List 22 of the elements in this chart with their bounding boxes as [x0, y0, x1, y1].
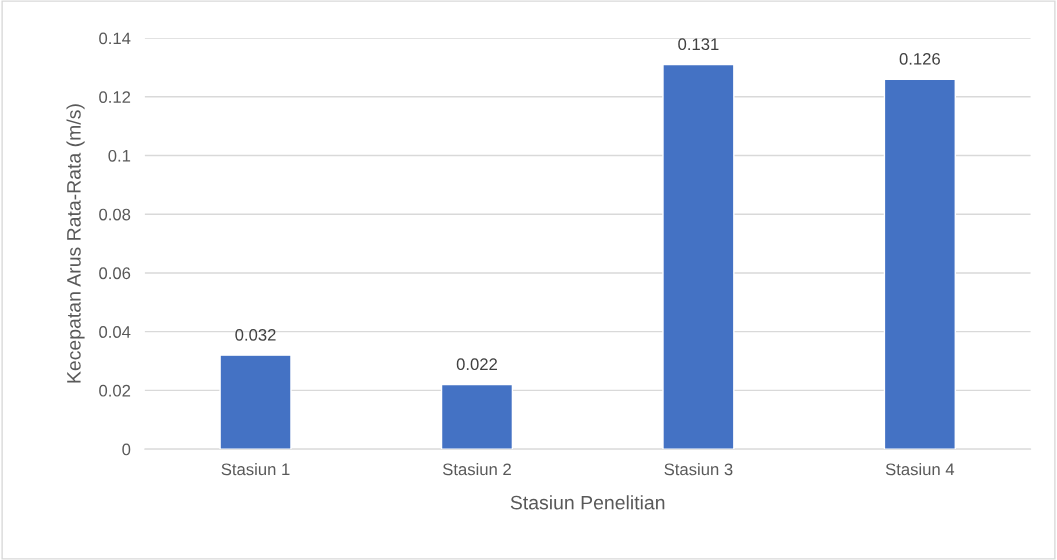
y-tick-label: 0.02	[99, 384, 131, 397]
y-axis-title: Kecepatan Arus Rata-Rata (m/s)	[66, 104, 85, 383]
bar	[219, 354, 292, 450]
bar	[662, 63, 735, 450]
y-tick-label: 0.04	[99, 326, 131, 338]
data-label: 0.131	[678, 38, 719, 51]
x-tick-label: Stasiun 1	[221, 463, 290, 476]
x-axis-title: Stasiun Penelitian	[510, 495, 665, 510]
x-tick-label: Stasiun 4	[885, 463, 955, 476]
data-label: 0.022	[456, 358, 497, 371]
bar	[883, 78, 956, 450]
x-tick-label: Stasiun 2	[442, 463, 511, 476]
data-label: 0.032	[235, 328, 276, 341]
x-tick-label: Stasiun 3	[664, 463, 733, 476]
data-label: 0.126	[899, 52, 940, 65]
y-tick-label: 0.14	[99, 32, 131, 45]
bar	[440, 383, 514, 450]
y-tick-label: 0.12	[99, 91, 131, 103]
y-tick-label: 0.08	[99, 208, 131, 221]
y-tick-label: 0	[122, 443, 131, 456]
y-tick-label: 0.06	[99, 267, 131, 280]
y-tick-label: 0.1	[108, 149, 131, 162]
